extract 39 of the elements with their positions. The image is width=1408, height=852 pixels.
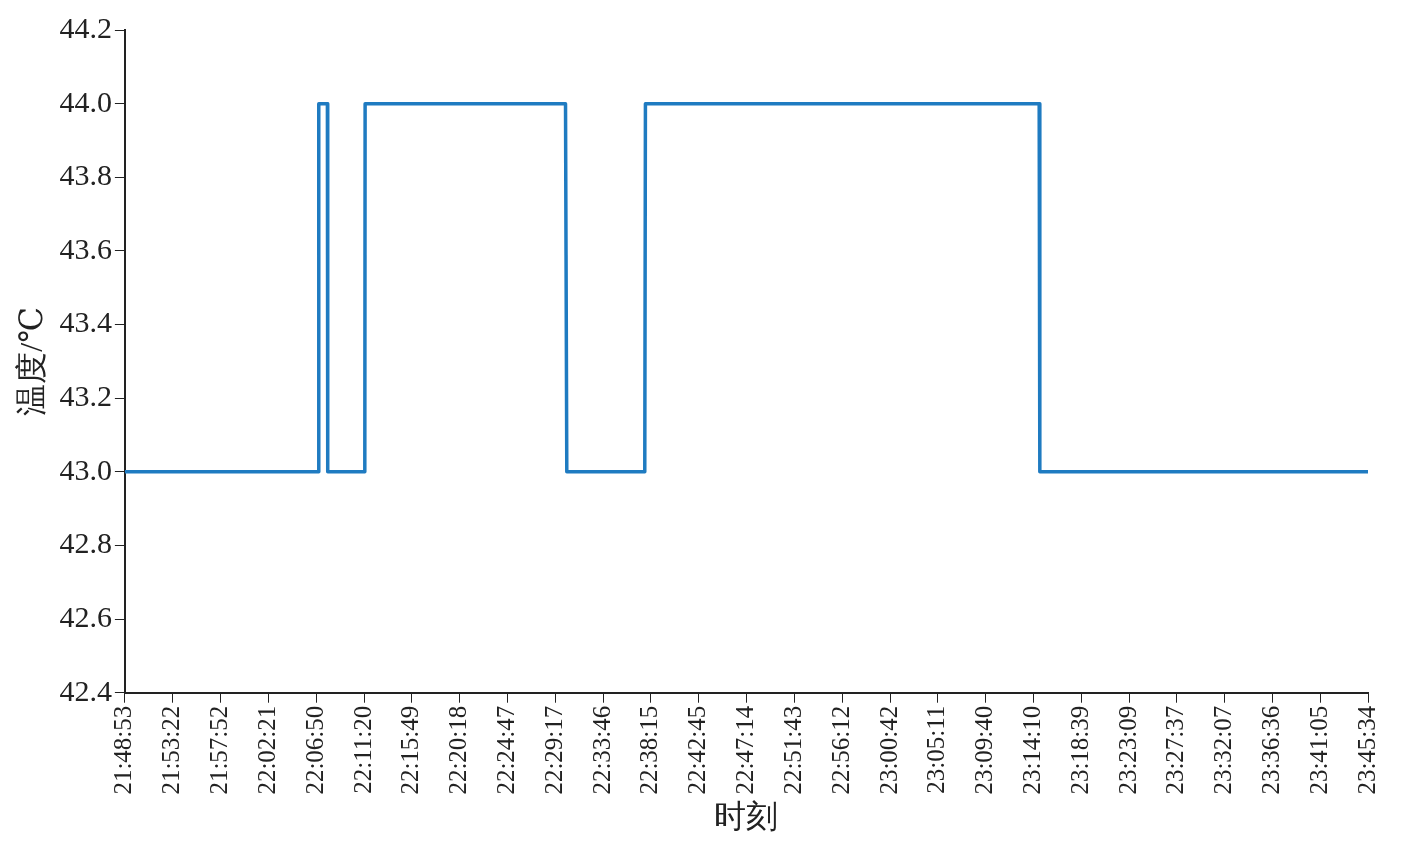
x-tick-label: 23:18:39 — [1065, 705, 1093, 795]
y-tick-label: 42.6 — [59, 599, 112, 633]
y-tick-label: 44.0 — [59, 84, 112, 118]
x-tick-label: 22:33:46 — [587, 705, 615, 795]
x-tick-label: 22:11:20 — [348, 705, 376, 794]
x-tick-label: 23:00:42 — [874, 705, 902, 795]
x-tick-label: 23:05:11 — [922, 705, 950, 794]
x-tick-label: 22:51:43 — [778, 705, 806, 795]
x-tick-label: 22:38:15 — [635, 705, 663, 795]
y-tick-label: 43.0 — [59, 452, 112, 486]
x-tick-label: 22:02:21 — [252, 705, 280, 795]
x-tick-label: 23:09:40 — [970, 705, 998, 795]
x-tick-label: 22:29:17 — [539, 705, 567, 795]
x-tick-label: 22:56:12 — [826, 705, 854, 795]
x-tick-label: 23:36:36 — [1257, 705, 1285, 795]
x-tick-label: 21:57:52 — [205, 705, 233, 795]
y-tick-label: 42.4 — [59, 673, 112, 707]
x-tick-label: 23:14:10 — [1018, 705, 1046, 795]
x-tick-label: 22:47:14 — [731, 705, 759, 795]
x-tick-label: 23:45:34 — [1352, 705, 1380, 795]
x-axis-title: 时刻 — [714, 798, 779, 835]
x-tick-label: 22:15:49 — [396, 705, 424, 795]
y-tick-label: 43.4 — [59, 305, 112, 339]
x-tick-label: 23:27:37 — [1161, 705, 1189, 795]
y-tick-label: 43.8 — [59, 158, 112, 192]
x-tick-label: 22:24:47 — [491, 705, 519, 795]
x-tick-label: 21:53:22 — [157, 705, 185, 795]
x-tick-label: 23:23:09 — [1113, 705, 1141, 795]
y-tick-label: 42.8 — [59, 526, 112, 560]
y-tick-label: 43.2 — [59, 379, 112, 413]
y-tick-label: 43.6 — [59, 231, 112, 265]
y-axis-title: 温度/℃ — [12, 307, 49, 416]
x-tick-label: 22:06:50 — [300, 705, 328, 795]
y-tick-label: 44.2 — [59, 10, 112, 44]
x-tick-label: 21:48:53 — [109, 705, 137, 795]
x-tick-label: 23:41:05 — [1304, 705, 1332, 795]
x-tick-label: 22:42:45 — [683, 705, 711, 795]
x-tick-label: 22:20:18 — [444, 705, 472, 795]
x-tick-label: 23:32:07 — [1209, 705, 1237, 795]
